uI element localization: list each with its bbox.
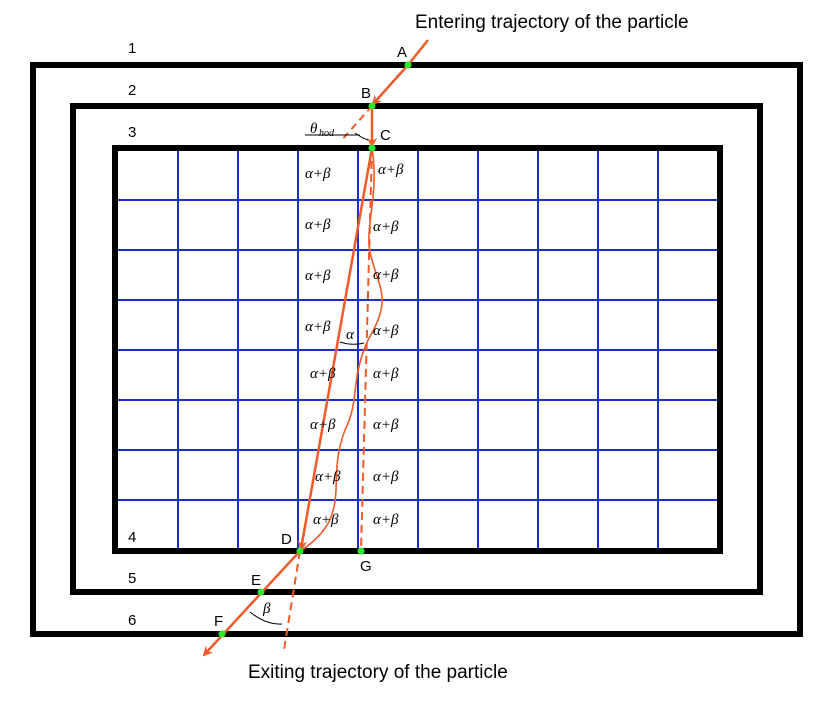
point-g <box>357 547 365 555</box>
dashed-extension <box>339 105 373 143</box>
cell-label: α+β <box>373 366 399 382</box>
layer-number: 4 <box>128 529 136 546</box>
point-d <box>296 547 304 555</box>
point-label: E <box>251 572 261 589</box>
cell-label: α+β <box>305 166 331 182</box>
point-e <box>257 588 265 596</box>
theta-arc <box>354 132 369 141</box>
angle-arcs <box>249 132 369 625</box>
layer-1-frame <box>30 62 803 637</box>
point-label: A <box>397 44 407 61</box>
cell-label: α+β <box>313 512 339 528</box>
beta-symbol: β <box>262 601 271 617</box>
alpha-symbol: α <box>346 327 355 343</box>
layer-3-frame <box>112 145 723 554</box>
scattered-path <box>299 147 383 552</box>
beta-arc <box>249 611 283 625</box>
point-label: G <box>360 558 372 575</box>
alpha-arc <box>339 341 365 345</box>
segment-cd <box>297 147 374 551</box>
cell-label: α+β <box>378 162 404 178</box>
entry-line <box>407 39 429 66</box>
exit-line <box>202 550 301 657</box>
cell-label: α+β <box>373 267 399 283</box>
cell-label: α+β <box>373 512 399 528</box>
layer-number: 2 <box>128 82 136 99</box>
grid <box>115 148 720 551</box>
point-a <box>404 61 412 69</box>
layer-2-frame <box>70 103 763 595</box>
cell-label: α+β <box>315 469 341 485</box>
point-c <box>368 144 376 152</box>
theta-symbol: θ <box>310 121 318 137</box>
theta-subscript: hod <box>319 128 335 139</box>
entering-label: Entering trajectory of the particle <box>415 12 689 33</box>
point-label: D <box>281 531 292 548</box>
cell-label: α+β <box>305 217 331 233</box>
entry-line <box>371 64 409 106</box>
cell-label: α+β <box>305 319 331 335</box>
cell-label: α+β <box>373 469 399 485</box>
layer-number: 1 <box>128 40 136 57</box>
point-label: B <box>361 85 371 102</box>
point-f <box>218 630 226 638</box>
points <box>218 61 412 638</box>
layer-number: 5 <box>128 570 136 587</box>
cell-label: α+β <box>310 417 336 433</box>
trajectory <box>202 39 429 657</box>
cell-label: α+β <box>373 323 399 339</box>
point-b <box>368 102 376 110</box>
layer-number: 6 <box>128 612 136 629</box>
cell-label: α+β <box>373 417 399 433</box>
cell-label: α+β <box>305 268 331 284</box>
layer-number: 3 <box>128 124 136 141</box>
dashed-extension <box>283 550 301 651</box>
cell-label: α+β <box>373 219 399 235</box>
cell-label: α+β <box>310 366 336 382</box>
exiting-label: Exiting trajectory of the particle <box>248 662 508 683</box>
point-label: C <box>380 127 391 144</box>
point-label: F <box>214 613 223 630</box>
